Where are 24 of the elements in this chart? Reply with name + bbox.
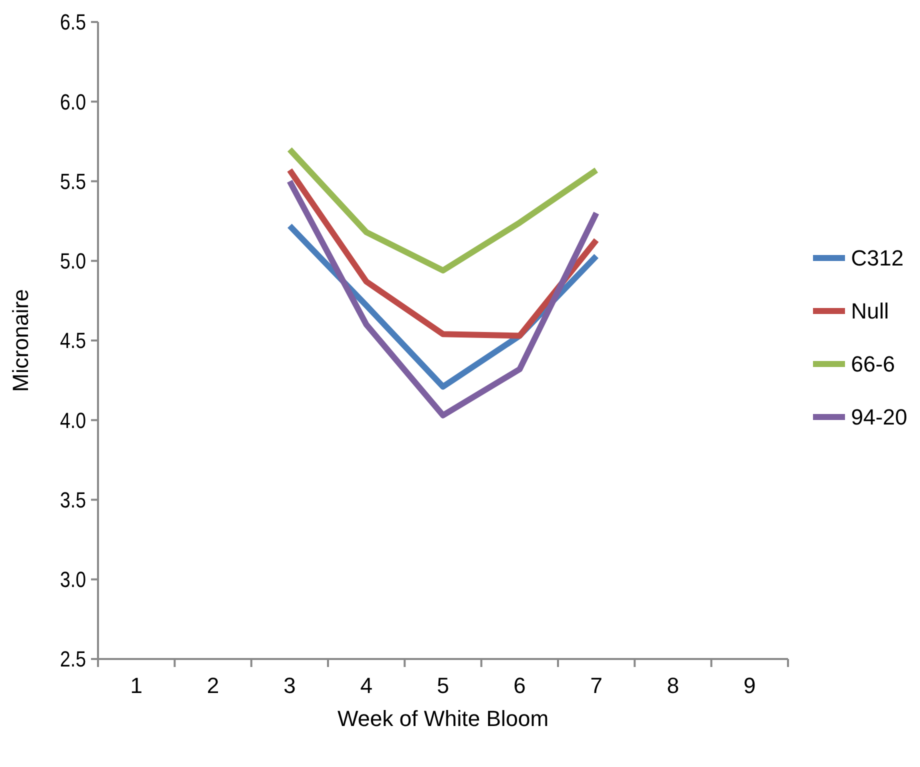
x-tick-label: 9 [744, 673, 756, 698]
y-tick-label: 5.0 [60, 250, 86, 274]
x-tick-label: 1 [130, 673, 142, 698]
y-tick-label: 3.5 [60, 489, 86, 513]
y-tick-label: 4.5 [60, 330, 86, 354]
legend-label: 66-6 [851, 352, 896, 377]
x-tick-label: 8 [666, 673, 680, 698]
y-tick-label: 3.0 [60, 568, 86, 592]
legend-label: C312 [851, 246, 904, 271]
y-tick-label: 5.5 [60, 170, 86, 194]
y-tick-label: 6.5 [60, 11, 86, 36]
y-axis-title: Micronaire [8, 289, 33, 392]
legend-label: Null [851, 298, 889, 324]
x-tick-label: 7 [590, 673, 602, 698]
x-tick-label: 6 [514, 673, 526, 698]
x-tick-label: 4 [360, 673, 372, 698]
x-tick-label: 5 [436, 673, 450, 698]
y-tick-label: 6.0 [60, 91, 86, 115]
x-tick-label: 3 [284, 673, 296, 698]
x-axis-title: Week of White Bloom [337, 706, 549, 731]
x-tick-label: 2 [206, 673, 220, 698]
y-tick-label: 2.5 [60, 648, 86, 672]
y-tick-label: 4.0 [60, 410, 86, 434]
legend-label: 94-20 [851, 404, 908, 430]
